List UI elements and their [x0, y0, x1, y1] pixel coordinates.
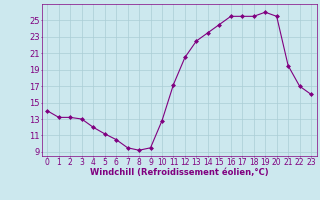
X-axis label: Windchill (Refroidissement éolien,°C): Windchill (Refroidissement éolien,°C)	[90, 168, 268, 177]
